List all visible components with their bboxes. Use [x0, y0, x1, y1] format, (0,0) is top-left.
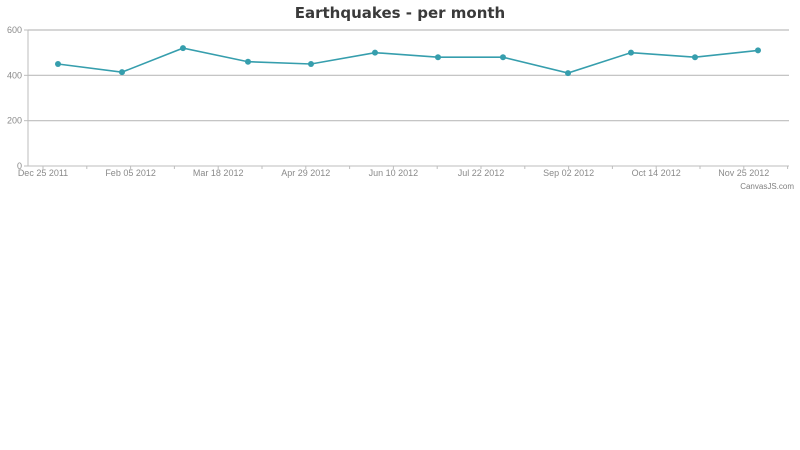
x-tick-label: Apr 29 2012	[281, 168, 330, 178]
data-point[interactable]	[308, 61, 314, 67]
x-tick-label: Feb 05 2012	[105, 168, 156, 178]
x-tick-label: Oct 14 2012	[632, 168, 681, 178]
y-tick-label: 600	[7, 25, 22, 35]
canvasjs-credit-link[interactable]: CanvasJS.com	[740, 182, 794, 191]
data-point[interactable]	[692, 54, 698, 61]
data-point[interactable]	[245, 58, 251, 65]
y-tick-label: 0	[17, 161, 22, 171]
x-tick-label: Mar 18 2012	[193, 168, 244, 178]
x-tick-label: Nov 25 2012	[718, 168, 769, 178]
x-tick-label: Jul 22 2012	[458, 168, 505, 178]
x-tick-label: Sep 02 2012	[543, 168, 594, 178]
y-tick-label: 200	[7, 116, 22, 126]
data-point[interactable]	[435, 54, 441, 61]
data-point[interactable]	[755, 47, 761, 54]
line-chart: 0 200 400 600 Dec 25 2011 Feb 05 2012 Mar 18 2…	[7, 25, 789, 178]
chart-title: Earthquakes - per month	[294, 4, 506, 22]
x-tick-label: Jun 10 2012	[369, 168, 419, 178]
chart-container: Earthquakes - per month 0 200 400 600 Dec 25…	[0, 0, 800, 200]
data-point[interactable]	[565, 70, 571, 77]
data-point[interactable]	[372, 49, 378, 56]
data-point[interactable]	[119, 69, 125, 76]
data-line	[57, 47, 759, 74]
data-point[interactable]	[628, 49, 634, 56]
x-tick-label: Dec 25 2011	[18, 168, 68, 178]
data-point[interactable]	[55, 61, 61, 67]
data-point[interactable]	[180, 45, 186, 52]
y-tick-label: 400	[7, 70, 22, 80]
data-point[interactable]	[500, 54, 506, 61]
